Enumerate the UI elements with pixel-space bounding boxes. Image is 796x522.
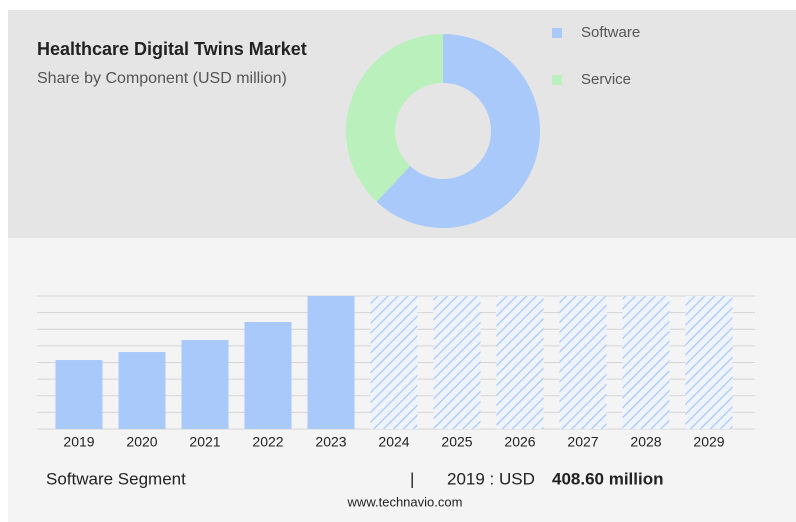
bar — [244, 321, 292, 429]
x-tick-label: 2027 — [567, 434, 598, 450]
x-tick-label: 2025 — [441, 434, 472, 450]
x-tick-label: 2028 — [630, 434, 661, 450]
pie-slice — [376, 34, 540, 228]
pie-slice — [346, 34, 443, 202]
forecast-placeholder — [433, 296, 481, 429]
forecast-placeholder — [496, 296, 544, 429]
forecast-placeholder — [622, 296, 670, 429]
forecast-placeholder — [370, 296, 418, 429]
x-tick-label: 2024 — [378, 434, 409, 450]
bar — [307, 296, 355, 429]
source: www.technavio.com — [347, 494, 463, 509]
forecast-placeholder — [685, 296, 733, 429]
x-tick-label: 2023 — [315, 434, 346, 450]
footer-segment: Software Segment — [46, 469, 186, 488]
x-tick-label: 2019 — [63, 434, 94, 450]
bar — [55, 360, 103, 429]
footer-separator: | — [410, 469, 414, 488]
legend-label: Service — [581, 71, 631, 88]
x-tick-label: 2029 — [693, 434, 724, 450]
forecast-placeholder — [559, 296, 607, 429]
bar — [118, 352, 166, 429]
footer-summary: 2019 : USD — [447, 469, 535, 488]
legend-swatch — [552, 75, 562, 85]
legend-label: Software — [581, 24, 640, 41]
footer-value: 408.60 million — [552, 469, 664, 488]
chart-title: Healthcare Digital Twins Market — [37, 39, 307, 59]
x-tick-label: 2026 — [504, 434, 535, 450]
x-tick-label: 2022 — [252, 434, 283, 450]
x-tick-label: 2021 — [189, 434, 220, 450]
legend-swatch — [552, 28, 562, 38]
chart-subtitle: Share by Component (USD million) — [37, 70, 287, 87]
x-tick-label: 2020 — [126, 434, 157, 450]
bar — [181, 340, 229, 429]
